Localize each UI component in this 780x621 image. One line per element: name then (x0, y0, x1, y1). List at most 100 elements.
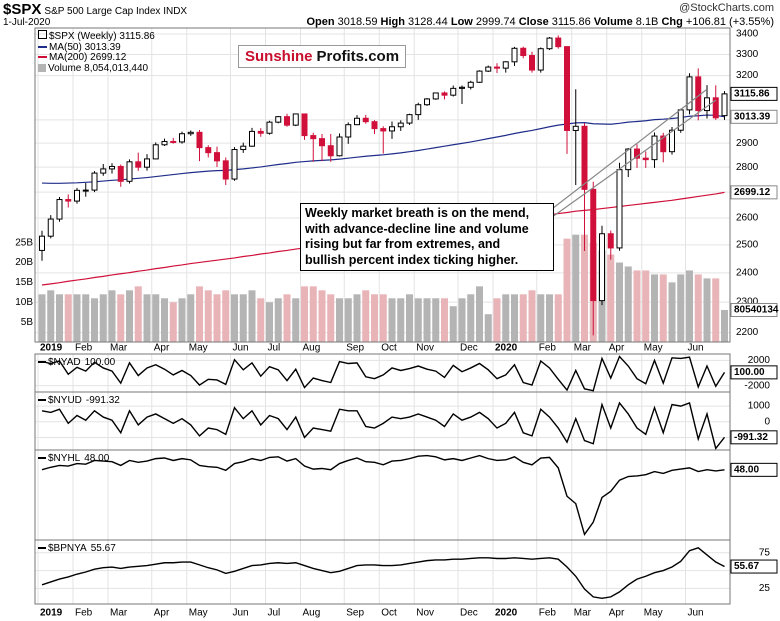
volume-bar (686, 270, 693, 342)
volume-bar (327, 294, 335, 342)
series-value: 48.00 (84, 453, 109, 464)
credit: @StockCharts.com (679, 2, 774, 14)
legend-icon (38, 30, 47, 39)
legend-icon (38, 45, 47, 48)
candle-body (651, 135, 658, 161)
candle-body (459, 86, 465, 89)
candle-body (712, 97, 719, 119)
volume-bar (668, 282, 676, 342)
candle-body (616, 169, 623, 249)
volume-bar (651, 274, 658, 342)
y-tick-label: 2500 (736, 240, 759, 251)
candle-body (257, 130, 264, 134)
candle-body (135, 161, 142, 168)
indicator-line (41, 547, 725, 600)
candle-body (91, 172, 98, 191)
volume-bar (633, 270, 641, 342)
candle-body (669, 129, 675, 153)
candle-body (205, 147, 212, 154)
volume-bar (187, 294, 195, 342)
volume-bar (554, 294, 562, 342)
series-value: 55.67 (91, 543, 116, 554)
volume-bar (528, 290, 536, 342)
candle-body (222, 160, 229, 180)
panel-frame (34, 391, 731, 451)
chg-label: Chg (661, 16, 683, 28)
candle-body (485, 66, 492, 72)
volume-tick-label: 10B (15, 297, 33, 308)
pointer-line (547, 99, 717, 221)
x-tick-label: Jul (268, 608, 281, 619)
candle-body (555, 37, 562, 48)
indicator-line (41, 454, 725, 537)
volume-bar (91, 298, 98, 342)
x-tick-label: Feb (539, 608, 557, 619)
volume-bar (248, 290, 256, 342)
value-box-label: 3013.39 (734, 111, 771, 122)
x-tick-label: Jun (233, 343, 249, 354)
volume-bar (371, 294, 378, 342)
volume-bar (703, 278, 711, 342)
candle-body (502, 61, 509, 69)
volume-bar (712, 278, 720, 342)
volume-bar (108, 290, 116, 342)
volume-bar (432, 298, 440, 342)
candle-body (467, 81, 474, 88)
x-tick-label: Sep (346, 343, 364, 354)
candle-body (336, 136, 343, 157)
volume-bar (467, 294, 475, 342)
volume-bar (537, 294, 545, 342)
volume-bar (292, 298, 300, 342)
volume-bar (38, 294, 46, 342)
legend-value: 3013.39 (84, 41, 121, 53)
index-name: S&P 500 Large Cap Index INDX (44, 6, 188, 17)
volume-tick-label: 5B (21, 317, 34, 328)
value-box-label: 3115.86 (734, 89, 770, 100)
candle-body (100, 168, 107, 174)
candle-body (520, 47, 527, 57)
legend-label: MA(200) (49, 52, 88, 63)
x-tick-label: Mar (110, 343, 128, 354)
series-name: $NYHL (48, 453, 81, 464)
annotation-line: with advance-decline line and volume (305, 221, 529, 236)
y-tick-label: 1000 (748, 401, 771, 412)
candle-body (389, 126, 395, 132)
candle-body (249, 130, 255, 147)
pointer-line (547, 89, 707, 213)
volume-bar (257, 298, 265, 342)
panel-frame (34, 449, 731, 541)
x-tick-label: Mar (574, 343, 592, 354)
close-label: Close (518, 16, 549, 28)
volume-bar (152, 294, 160, 342)
annotation-line: rising but far from extremes, and (305, 237, 501, 251)
open-value: 3018.59 (337, 16, 378, 28)
volume-bar (476, 286, 483, 342)
volume-bar (441, 298, 448, 342)
annotation-line: bullish percent index ticking higher. (305, 252, 519, 267)
panel-frame (34, 27, 731, 343)
header-title: $SPX S&P 500 Large Cap Index INDX (3, 1, 187, 18)
volume-bar (362, 290, 370, 342)
candle-body (345, 124, 352, 138)
volume-bar (572, 234, 580, 342)
candle-body (494, 66, 500, 69)
volume-tick-label: 25B (15, 237, 33, 248)
volume-bar (607, 254, 615, 342)
legend-item: MA(200) 2699.12 (38, 52, 155, 64)
low-value: 2999.74 (475, 16, 516, 28)
candle-body (380, 128, 387, 132)
volume-bar (449, 306, 457, 342)
volume-bar (266, 302, 273, 342)
value-box (730, 302, 778, 317)
candle-body (625, 148, 632, 171)
series-name: $NYUD (48, 395, 82, 406)
y-tick-label: 0 (764, 416, 770, 427)
candle-body (406, 114, 413, 124)
candle-body (214, 152, 220, 162)
x-tick-label: Mar (574, 608, 592, 619)
y-tick-label: 25 (759, 583, 771, 594)
panel-header: $NYHL 48.00 (48, 453, 110, 464)
series-name: $NYAD (48, 357, 81, 368)
candle-body (152, 144, 159, 160)
